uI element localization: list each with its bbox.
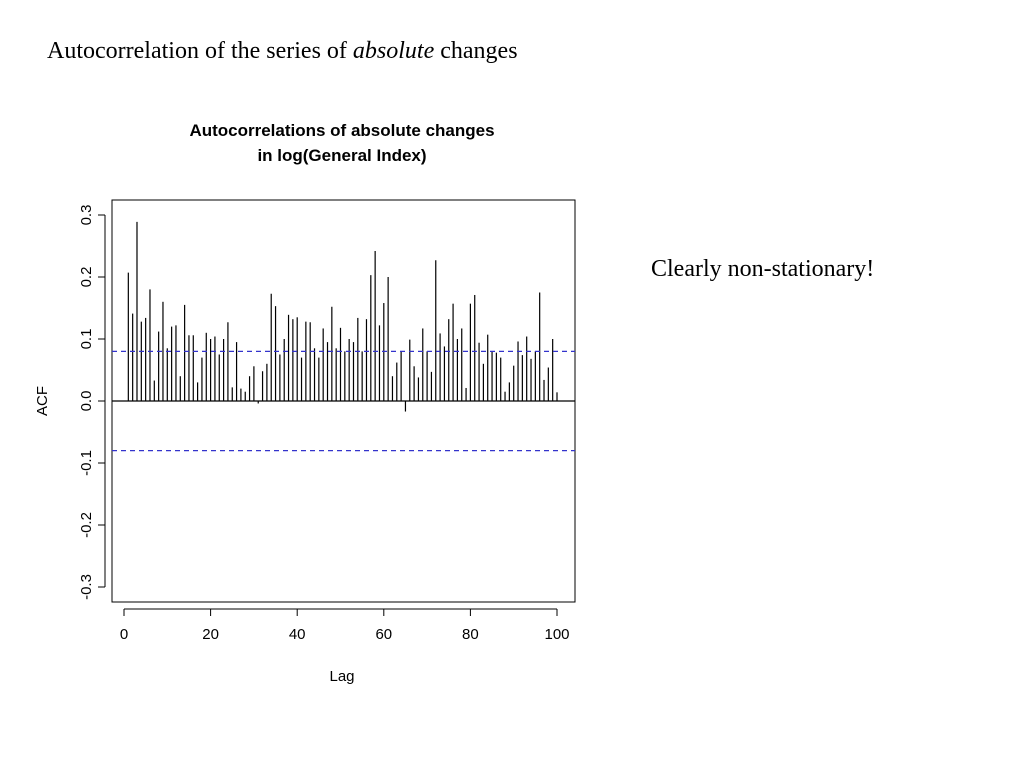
y-tick-label: 0.1 bbox=[78, 329, 95, 350]
chart-title-line1: Autocorrelations of absolute changes bbox=[189, 121, 494, 140]
y-axis-label: ACF bbox=[34, 386, 51, 416]
x-axis-label: Lag bbox=[329, 668, 354, 685]
y-axis: -0.3 -0.2 -0.1 0.0 0.1 0.2 0.3 bbox=[78, 205, 106, 600]
y-tick-label: -0.3 bbox=[78, 574, 95, 600]
x-axis: 0 20 40 60 80 100 bbox=[120, 608, 570, 643]
acf-bars bbox=[112, 221, 575, 412]
y-tick-label: 0.2 bbox=[78, 267, 95, 288]
x-tick-label: 20 bbox=[202, 626, 219, 643]
y-tick-label: -0.1 bbox=[78, 450, 95, 476]
x-tick-label: 60 bbox=[375, 626, 392, 643]
y-tick-label: -0.2 bbox=[78, 512, 95, 538]
x-tick-label: 100 bbox=[544, 626, 569, 643]
y-tick-label: 0.3 bbox=[78, 205, 95, 226]
x-tick-label: 40 bbox=[289, 626, 306, 643]
chart-title-line2: in log(General Index) bbox=[257, 146, 426, 165]
y-tick-label: 0.0 bbox=[78, 391, 95, 412]
side-note: Clearly non-stationary! bbox=[651, 256, 875, 282]
slide-title-emphasis: absolute bbox=[352, 38, 435, 64]
x-tick-label: 80 bbox=[462, 626, 479, 643]
x-tick-label: 0 bbox=[120, 626, 128, 643]
slide-title-part2: changes bbox=[434, 38, 518, 64]
slide-title: Autocorrelation of the series of absolut… bbox=[47, 38, 518, 65]
slide-title-part1: Autocorrelation of the series of bbox=[47, 38, 353, 64]
